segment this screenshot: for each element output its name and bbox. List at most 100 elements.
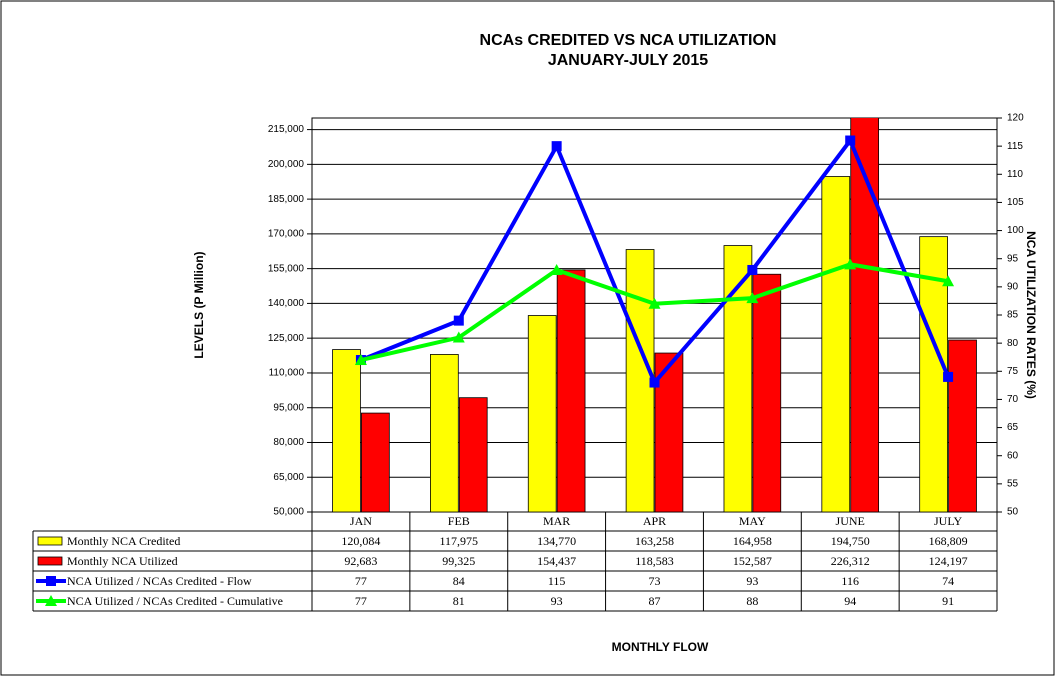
table-cell: 168,809	[929, 534, 968, 548]
legend-key	[37, 536, 63, 546]
x-tick-label: JULY	[934, 514, 962, 528]
legend-key	[45, 595, 57, 606]
table-cell: 164,958	[733, 534, 772, 548]
y2-axis-label: NCA UTILIZATION RATES (%)	[1024, 231, 1038, 399]
y2-tick-label: 70	[1007, 394, 1019, 405]
bar	[752, 273, 782, 512]
y2-tick-label: 100	[1007, 225, 1024, 236]
bar	[919, 236, 948, 512]
table-cell: 116	[841, 574, 859, 588]
point	[648, 297, 661, 309]
table-cell: 154,437	[537, 554, 576, 568]
table-cell: 152,587	[733, 554, 772, 568]
point	[551, 141, 562, 152]
table-cell: 77	[355, 594, 367, 608]
y2-tick-label: 115	[1007, 141, 1023, 152]
point	[452, 331, 465, 343]
table-cell: 118,583	[635, 554, 674, 568]
table-cell: 124,197	[929, 554, 968, 568]
y-tick-label: 155,000	[268, 263, 305, 274]
legend-key	[46, 576, 56, 586]
table-cell: 94	[844, 594, 856, 608]
bar	[948, 339, 977, 512]
y2-tick-label: 55	[1007, 478, 1019, 489]
table-cell: 88	[746, 594, 758, 608]
point	[943, 371, 954, 382]
y2-tick-label: 90	[1007, 281, 1019, 292]
table-cell: 93	[551, 594, 563, 608]
table-cell: 74	[942, 574, 954, 588]
table-cell: 99,325	[442, 554, 475, 568]
table-cell: 226,312	[831, 554, 870, 568]
legend-key	[37, 556, 63, 566]
plot-border	[311, 117, 998, 513]
point	[747, 264, 758, 275]
x-tick-label: JUNE	[836, 514, 865, 528]
table-cell: 120,084	[341, 534, 380, 548]
bar	[361, 412, 390, 512]
table-cell: 87	[649, 594, 661, 608]
y2-tick-label: 105	[1007, 197, 1024, 208]
point	[746, 292, 759, 304]
x-tick-label: MAY	[739, 514, 766, 528]
point	[845, 135, 856, 146]
y2-tick-label: 80	[1007, 338, 1019, 349]
legend-label: Monthly NCA Utilized	[67, 554, 178, 568]
point	[844, 258, 857, 270]
y-tick-label: 215,000	[268, 124, 305, 135]
bar	[556, 269, 586, 512]
point	[942, 275, 955, 287]
legend-label: NCA Utilized / NCAs Credited - Cumulativ…	[67, 594, 283, 608]
y-tick-label: 170,000	[268, 229, 305, 240]
table-cell: 93	[746, 574, 758, 588]
chart-subtitle: JANUARY-JULY 2015	[548, 52, 708, 69]
table-cell: 81	[453, 594, 465, 608]
bar	[458, 397, 488, 512]
table-cell: 115	[548, 574, 566, 588]
table-cell: 194,750	[831, 534, 870, 548]
table-cell: 163,258	[635, 534, 674, 548]
y-tick-label: 95,000	[273, 402, 304, 413]
y2-tick-label: 65	[1007, 422, 1019, 433]
chart-title: NCAs CREDITED VS NCA UTILIZATION	[480, 32, 777, 49]
legend-label: NCA Utilized / NCAs Credited - Flow	[67, 574, 252, 588]
bar	[821, 176, 851, 512]
point	[550, 263, 563, 275]
bar	[723, 245, 753, 512]
y-tick-label: 140,000	[268, 298, 305, 309]
legend-label: Monthly NCA Credited	[67, 534, 180, 548]
y2-tick-label: 60	[1007, 450, 1019, 461]
y-tick-label: 110,000	[269, 368, 305, 379]
y2-tick-label: 95	[1007, 253, 1019, 264]
bar	[527, 315, 557, 512]
x-tick-label: FEB	[448, 514, 470, 528]
x-tick-label: APR	[643, 514, 666, 528]
table-cell: 92,683	[344, 554, 377, 568]
y2-tick-label: 75	[1007, 366, 1019, 377]
x-tick-label: JAN	[350, 514, 372, 528]
table-cell: 91	[942, 594, 954, 608]
plot-area	[332, 118, 977, 512]
y-tick-label: 80,000	[273, 437, 304, 448]
x-axis-label: MONTHLY FLOW	[612, 640, 709, 654]
point	[354, 354, 367, 366]
y-axis-label: LEVELS (P Million)	[192, 251, 206, 358]
y-tick-label: 50,000	[273, 507, 304, 518]
bar	[625, 249, 655, 512]
point	[649, 377, 660, 388]
bar	[430, 354, 459, 512]
y2-tick-label: 120	[1007, 113, 1024, 124]
x-tick-label: MAR	[543, 514, 570, 528]
y-tick-label: 65,000	[273, 472, 304, 483]
y-tick-label: 125,000	[268, 333, 305, 344]
y2-tick-label: 85	[1007, 310, 1019, 321]
bar	[850, 118, 880, 512]
y2-tick-label: 110	[1007, 169, 1023, 180]
table-cell: 77	[355, 574, 367, 588]
table-cell: 84	[453, 574, 465, 588]
point	[453, 315, 464, 326]
table-cell: 73	[649, 574, 661, 588]
y-tick-label: 185,000	[268, 194, 305, 205]
table-cell: 117,975	[440, 534, 479, 548]
